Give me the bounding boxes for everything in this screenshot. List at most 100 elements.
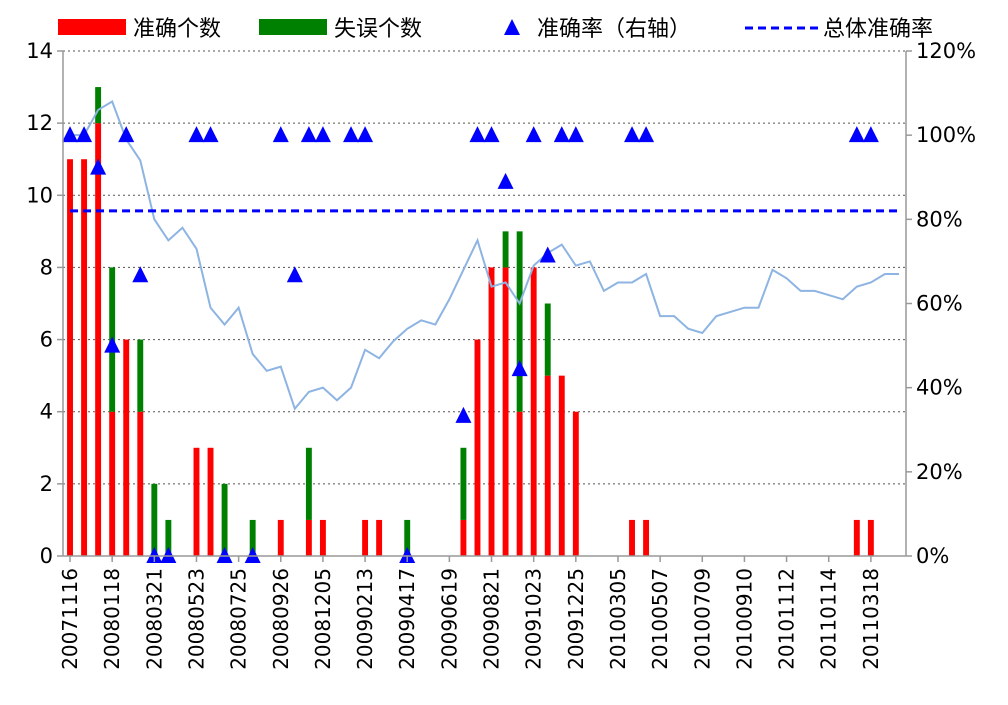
accuracy-marker	[553, 126, 570, 143]
bar-accurate	[95, 123, 102, 557]
accuracy-marker	[343, 126, 360, 143]
accuracy-marker	[357, 126, 374, 143]
x-tick-label: 20090619	[437, 568, 461, 670]
x-tick-label: 20080523	[184, 568, 208, 670]
x-tick-label: 20081205	[311, 568, 335, 670]
x-tick-label: 20110318	[859, 568, 883, 670]
accuracy-marker	[848, 126, 865, 143]
accuracy-marker	[160, 547, 177, 563]
bar-error	[404, 519, 411, 556]
bar-accurate	[137, 411, 144, 556]
accuracy-marker	[638, 126, 655, 143]
legend: 准确个数 失误个数 准确率（右轴） 总体准确率	[58, 17, 933, 42]
legend-label: 准确率（右轴）	[537, 17, 691, 42]
accuracy-marker	[272, 126, 289, 143]
bar-error	[151, 483, 158, 556]
x-tick-label: 20080118	[100, 568, 124, 670]
y-right-tick-label: 120%	[916, 39, 976, 63]
bar-accurate	[572, 411, 579, 556]
x-tick-label: 20110114	[817, 568, 841, 670]
accuracy-marker	[76, 126, 93, 143]
y-right-tick-label: 80%	[916, 207, 963, 231]
accuracy-markers	[62, 126, 879, 563]
y-left-tick-label: 14	[26, 39, 53, 63]
bar-accurate	[81, 159, 88, 556]
bar-accurate	[853, 519, 860, 556]
accuracy-marker	[90, 158, 107, 175]
accuracy-marker	[202, 126, 219, 143]
bar-error	[502, 231, 509, 268]
bar-error	[95, 87, 102, 124]
accuracy-marker	[497, 172, 514, 189]
bar-accurate	[558, 375, 565, 556]
y-right-tick-label: 100%	[916, 123, 976, 147]
y-left-tick-label: 8	[40, 255, 53, 279]
bar-error	[516, 231, 523, 412]
accuracy-marker	[525, 126, 542, 143]
x-tick-label: 20080725	[227, 568, 251, 670]
y-right-tick-label: 60%	[916, 292, 963, 316]
bar-accurate	[502, 267, 509, 556]
series-lines	[70, 100, 899, 411]
x-tick-label: 20091225	[564, 568, 588, 670]
accuracy-marker	[216, 547, 233, 563]
x-tick-label: 20080321	[142, 568, 166, 670]
cumulative-accuracy-line	[70, 100, 899, 411]
bar-accurate	[67, 159, 73, 556]
accuracy-marker	[862, 126, 879, 143]
bar-accurate	[362, 519, 369, 556]
y-left-tick-label: 2	[40, 472, 53, 496]
y-left-tick-label: 4	[40, 400, 53, 424]
x-tick-label: 20090821	[480, 568, 504, 670]
legend-label: 总体准确率	[823, 17, 933, 42]
accuracy-marker	[314, 126, 331, 143]
x-tick-label: 20090417	[395, 568, 419, 670]
gridlines	[63, 50, 906, 485]
bar-accurate	[474, 339, 481, 556]
accuracy-marker	[455, 406, 472, 423]
y-right-tick-label: 40%	[916, 376, 963, 400]
y-left-tick-label: 6	[40, 328, 53, 352]
accuracy-marker	[146, 547, 163, 563]
bar-error	[165, 519, 172, 556]
x-tick-label: 20100709	[690, 568, 714, 670]
accuracy-marker	[132, 266, 149, 283]
bar-accurate	[109, 411, 116, 556]
x-tick-label: 20090213	[353, 568, 377, 670]
y-left-tick-label: 0	[40, 544, 53, 568]
bar-error	[460, 447, 467, 520]
bar-accurate	[207, 447, 214, 556]
bar-accurate	[488, 267, 495, 556]
accuracy-marker	[62, 126, 79, 143]
x-tick-label: 20101112	[775, 568, 799, 670]
accuracy-marker	[539, 246, 556, 263]
legend-marker	[504, 19, 520, 35]
legend-swatch	[259, 19, 327, 35]
bar-accurate	[629, 519, 635, 556]
bar-error	[305, 447, 312, 520]
legend-label: 失误个数	[334, 17, 422, 42]
bar-accurate	[277, 519, 284, 556]
accuracy-marker	[483, 126, 500, 143]
bar-accurate	[530, 267, 537, 556]
accuracy-marker	[469, 126, 486, 143]
accuracy-marker	[511, 360, 528, 377]
accuracy-marker	[286, 266, 303, 283]
y-left-tick-label: 12	[26, 111, 53, 135]
bar-accurate	[643, 519, 650, 556]
accuracy-marker	[624, 126, 641, 143]
accuracy-marker	[118, 126, 135, 143]
bar-accurate	[123, 339, 130, 556]
x-tick-label: 20100910	[732, 568, 756, 670]
legend-swatch	[58, 19, 126, 35]
bar-accurate	[193, 447, 200, 556]
y-left-tick-label: 10	[26, 183, 53, 207]
x-tick-label: 20100305	[606, 568, 630, 670]
accuracy-marker	[567, 126, 584, 143]
x-tick-label: 20100507	[648, 568, 672, 670]
x-tick-label: 20071116	[58, 568, 82, 670]
bar-accurate	[544, 375, 551, 556]
accuracy-marker	[104, 336, 121, 353]
bar-accurate	[305, 519, 312, 556]
